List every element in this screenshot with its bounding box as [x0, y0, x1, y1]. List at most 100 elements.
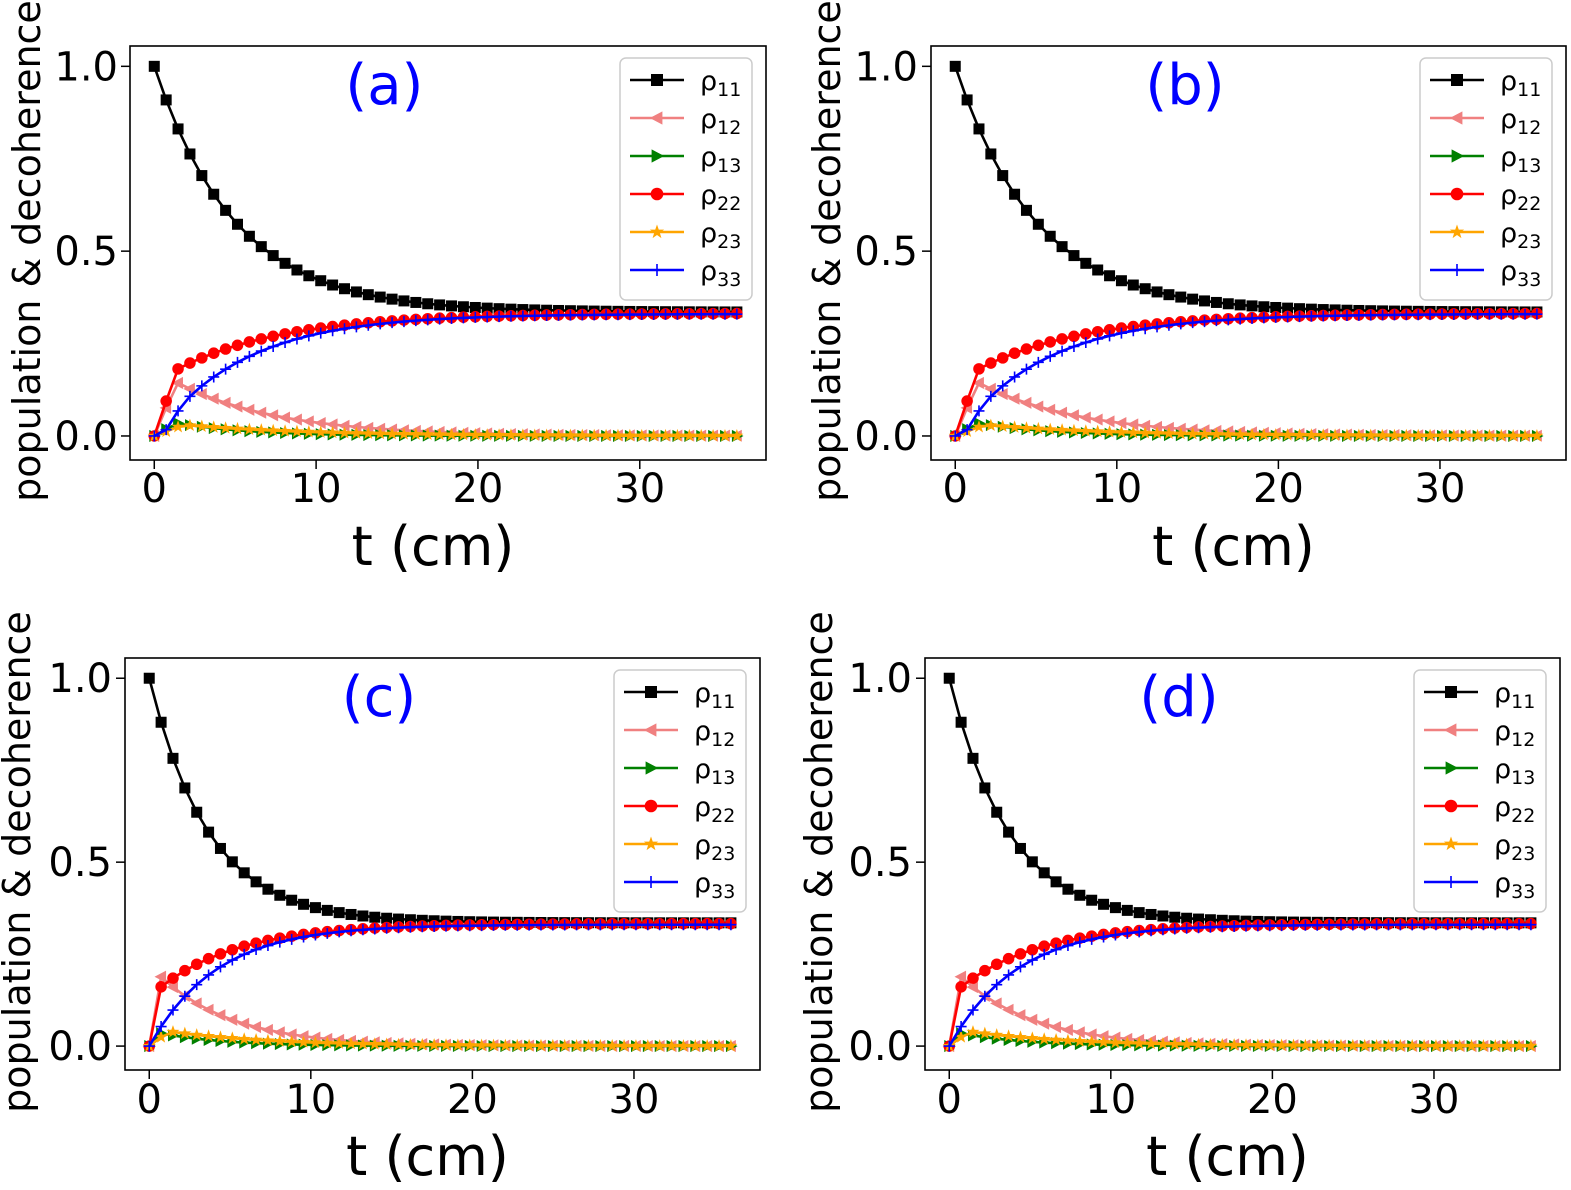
data-point-23 — [700, 1039, 714, 1052]
data-point-23 — [1049, 1033, 1063, 1046]
data-point-12 — [1019, 396, 1032, 409]
data-point-23 — [380, 1037, 394, 1050]
data-point-12 — [195, 388, 207, 401]
data-point-23 — [444, 427, 459, 441]
data-point-12 — [1061, 1023, 1073, 1036]
data-point-33 — [529, 310, 541, 322]
data-point-33 — [1246, 312, 1258, 324]
data-point-23 — [954, 1030, 968, 1043]
legend-label: ρ33 — [694, 868, 735, 903]
data-point-23 — [1316, 428, 1330, 441]
data-point-11 — [1062, 883, 1074, 895]
data-point-33 — [1258, 312, 1270, 324]
legend-label: ρ33 — [1500, 256, 1541, 291]
data-point-33 — [517, 310, 529, 322]
x-axis-label: t (cm) — [1146, 1125, 1309, 1185]
legend-label: ρ23 — [1494, 830, 1535, 865]
data-point-33 — [1264, 920, 1276, 932]
panel-label: (a) — [345, 53, 423, 118]
data-point-12 — [290, 413, 302, 426]
x-tick-label: 0 — [937, 1077, 962, 1123]
data-point-23 — [1162, 426, 1176, 440]
data-point-23 — [290, 424, 304, 438]
data-point-23 — [1263, 1038, 1277, 1051]
data-point-23 — [1215, 1038, 1229, 1051]
data-point-11 — [949, 60, 961, 72]
data-point-23 — [647, 428, 661, 442]
x-axis-label: t (cm) — [352, 515, 515, 578]
data-point-23 — [694, 428, 708, 442]
data-point-12 — [225, 1013, 238, 1026]
data-point-11 — [505, 303, 517, 315]
data-point-12 — [183, 382, 195, 395]
data-point-12 — [1025, 1013, 1038, 1026]
data-point-11 — [1317, 304, 1329, 316]
data-point-22 — [167, 972, 179, 984]
data-point-11 — [279, 257, 291, 269]
data-point-33 — [541, 310, 553, 322]
data-point-33 — [160, 424, 172, 436]
data-point-33 — [1507, 308, 1519, 320]
data-point-33 — [1044, 350, 1056, 362]
data-point-12 — [1037, 1017, 1050, 1030]
data-point-23 — [498, 1038, 512, 1052]
data-point-23 — [996, 419, 1010, 432]
legend-marker — [1445, 761, 1459, 775]
data-point-22 — [190, 958, 203, 971]
data-point-33 — [410, 315, 422, 327]
data-point-33 — [1519, 308, 1531, 320]
data-point-33 — [220, 363, 232, 375]
data-point-33 — [1329, 310, 1341, 322]
data-point-23 — [308, 1035, 322, 1049]
data-point-11 — [267, 250, 279, 262]
data-point-33 — [1032, 356, 1044, 368]
data-point-23 — [242, 422, 256, 436]
data-point-23 — [563, 428, 577, 442]
data-point-11 — [973, 123, 985, 135]
data-point-23 — [195, 419, 209, 432]
data-point-23 — [1476, 1039, 1490, 1052]
data-point-33 — [279, 336, 291, 348]
data-point-23 — [1405, 1039, 1419, 1052]
data-point-23 — [1500, 1039, 1514, 1052]
data-point-33 — [535, 919, 547, 931]
data-point-33 — [511, 919, 523, 931]
plot-frame — [930, 45, 1567, 461]
data-point-12 — [990, 997, 1002, 1010]
data-point-33 — [997, 380, 1009, 392]
data-point-12 — [1138, 419, 1151, 432]
data-point-33 — [725, 919, 737, 931]
y-axis-label: population & decoherence — [5, 0, 49, 502]
data-point-33 — [339, 323, 351, 335]
data-point-23 — [1352, 428, 1366, 441]
data-point-11 — [1216, 914, 1228, 926]
data-point-12 — [314, 416, 326, 430]
data-point-11 — [148, 60, 160, 72]
data-point-11 — [1009, 188, 1021, 200]
legend-marker — [645, 761, 659, 775]
data-point-23 — [1346, 1038, 1360, 1052]
data-point-33 — [309, 929, 321, 941]
data-point-33 — [559, 919, 571, 931]
data-point-11 — [1050, 876, 1062, 888]
data-point-33 — [481, 311, 493, 323]
data-point-23 — [1286, 1038, 1301, 1052]
data-point-23 — [486, 1038, 501, 1052]
data-point-22 — [1026, 943, 1039, 956]
data-point-23 — [202, 1029, 216, 1042]
chart-panel-d: 0 10 20 30 0.0 0.5 1.0 t (cm) population & decoh… — [797, 611, 1561, 1188]
data-point-11 — [274, 889, 286, 901]
data-point-33 — [1270, 311, 1282, 323]
data-point-23 — [433, 427, 447, 441]
data-point-33 — [1092, 333, 1104, 345]
data-point-23 — [1269, 428, 1283, 441]
data-point-23 — [1298, 1038, 1312, 1052]
data-point-33 — [1418, 919, 1430, 931]
data-point-33 — [1104, 330, 1116, 342]
data-point-23 — [1031, 421, 1045, 435]
data-point-33 — [1317, 310, 1329, 322]
series-22 — [148, 307, 743, 442]
data-point-33 — [1098, 931, 1110, 943]
data-point-33 — [1299, 919, 1311, 931]
